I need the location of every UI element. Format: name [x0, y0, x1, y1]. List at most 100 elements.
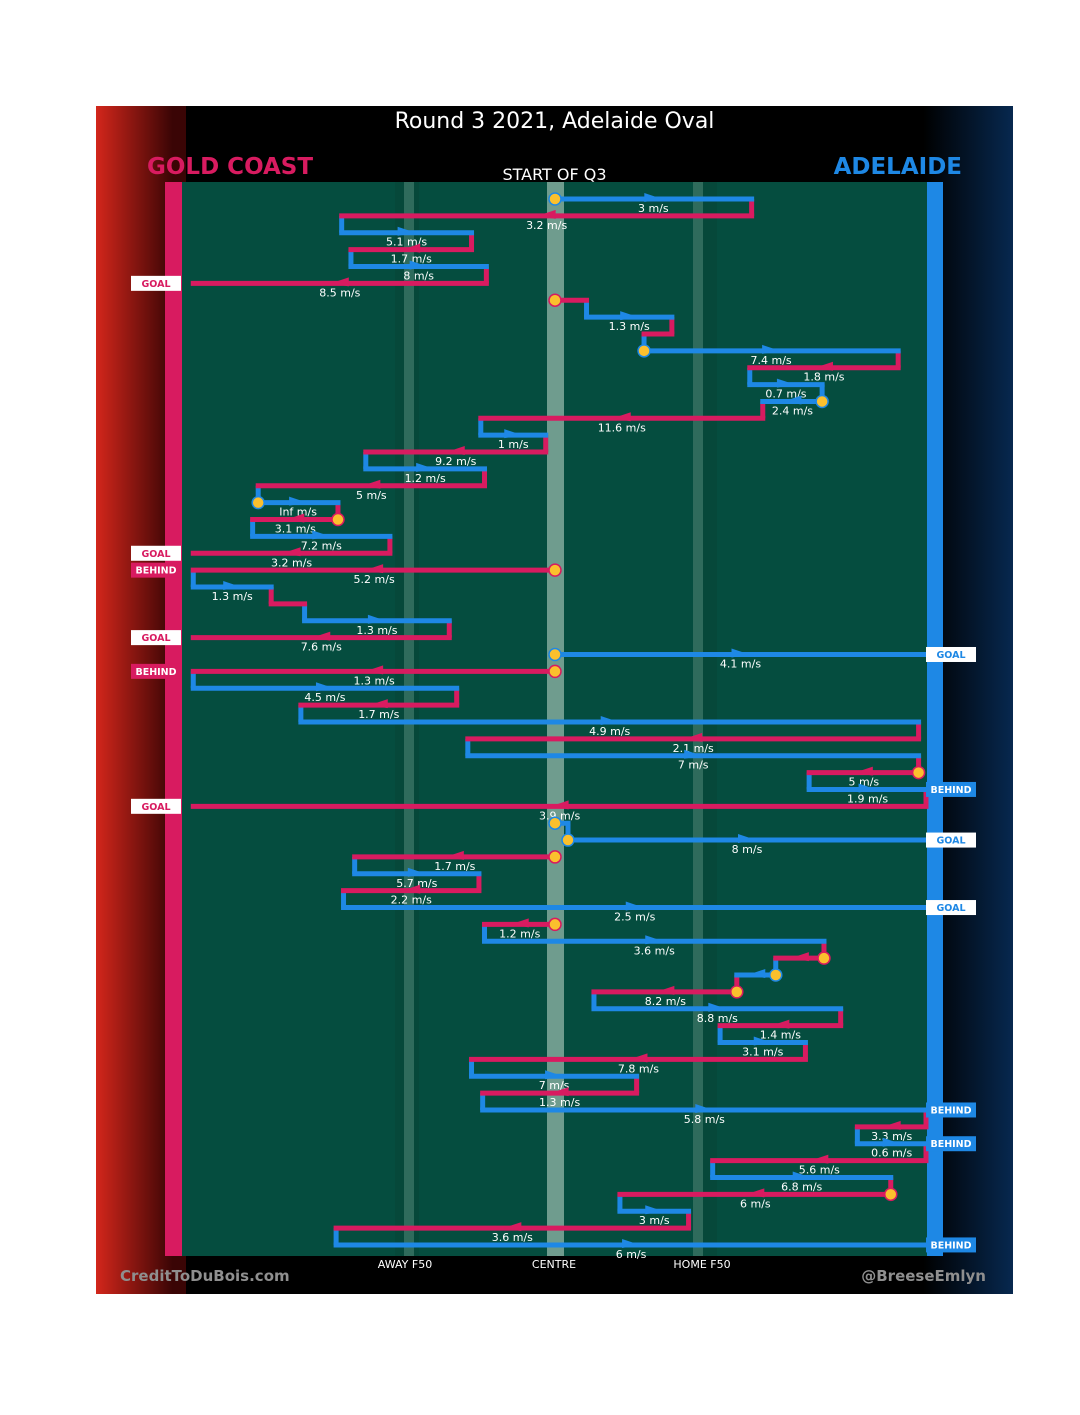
chain-57: 5.6 m/s: [710, 1154, 929, 1178]
adelaide-goal-line: [927, 182, 943, 1256]
chain-arrow: [612, 412, 631, 422]
chain-arrow: [402, 884, 421, 894]
chain-arrow: [737, 834, 756, 844]
chain-4: 8 m/s: [348, 260, 489, 284]
x-label-centre: CENTRE: [531, 1258, 577, 1271]
chain-arrow: [365, 665, 384, 675]
speed-label: 6.8 m/s: [781, 1180, 822, 1193]
chain-20: 7.2 m/s: [250, 530, 393, 554]
speed-label: 1.8 m/s: [803, 371, 844, 384]
speed-label: 5.8 m/s: [684, 1113, 725, 1126]
turnover-dot: [548, 192, 562, 206]
turnover-dot: [331, 512, 345, 527]
turnover-dot: [548, 647, 562, 662]
speed-label: 0.6 m/s: [871, 1147, 912, 1160]
score-badge: [926, 900, 976, 916]
chain-49: 1.4 m/s: [717, 1019, 844, 1043]
chain-arrow: [656, 985, 675, 995]
score-label: BEHIND: [930, 1240, 971, 1251]
chain-arrow: [367, 614, 386, 624]
chain-59: 6 m/s: [617, 1187, 898, 1212]
chain-arrow: [684, 749, 703, 759]
speed-label: 4.1 m/s: [720, 657, 761, 670]
chain-51: 7.8 m/s: [469, 1053, 808, 1077]
score-label: GOAL: [936, 836, 965, 847]
turnover-dot: [561, 833, 575, 847]
speed-label: 9.2 m/s: [435, 455, 476, 468]
speed-label: 3.6 m/s: [634, 944, 675, 957]
speed-label: 4.5 m/s: [304, 691, 345, 704]
speed-label: 3.9 m/s: [539, 809, 580, 822]
credit-left: CreditToDuBois.com: [120, 1267, 290, 1285]
chain-60: 3 m/s: [617, 1205, 692, 1229]
chain-46: [734, 968, 783, 992]
speed-label: 5.6 m/s: [799, 1164, 840, 1177]
turnover-dot: [730, 985, 744, 999]
chain-5: 8.5 m/s GOAL: [131, 275, 489, 299]
chain-50: 3.1 m/s: [717, 1036, 808, 1060]
speed-label: Inf m/s: [279, 506, 317, 519]
chain-arrow: [854, 766, 873, 776]
speed-label: 3.1 m/s: [742, 1046, 783, 1059]
chain-arrow: [771, 1019, 790, 1029]
chain-arrow: [882, 1137, 901, 1147]
chain-arrow: [503, 1222, 522, 1232]
speed-label: 2.5 m/s: [614, 911, 655, 924]
score-label: GOAL: [936, 903, 965, 914]
score-label: GOAL: [141, 279, 170, 290]
credit-right: @BreeseEmlyn: [861, 1267, 986, 1285]
turnover-dot: [637, 344, 651, 358]
chain-56: 0.6 m/s BEHIND: [854, 1136, 976, 1161]
speed-label: 3 m/s: [638, 202, 669, 215]
speed-label: 1.7 m/s: [391, 253, 432, 266]
centre-line: [547, 182, 564, 1256]
chain-24: [268, 601, 308, 621]
speed-label: 1.2 m/s: [405, 472, 446, 485]
chain-arrow: [282, 547, 301, 557]
chain-arrow: [882, 1120, 901, 1130]
speed-label: 7.2 m/s: [301, 539, 342, 552]
speed-label: 1.3 m/s: [354, 674, 395, 687]
chain-38: 8 m/s GOAL: [561, 832, 976, 856]
chain-26: 7.6 m/s GOAL: [131, 630, 452, 654]
turnover-dot: [548, 563, 562, 577]
score-badge: [131, 545, 181, 561]
speed-label: 3.2 m/s: [526, 219, 567, 232]
chain-arrow: [402, 243, 421, 253]
chain-54: 5.8 m/s BEHIND: [480, 1102, 976, 1127]
right-team-name: ADELAIDE: [833, 154, 962, 180]
score-badge: [131, 562, 181, 578]
speed-label: 1.4 m/s: [760, 1029, 801, 1042]
speed-label: 1.3 m/s: [539, 1096, 580, 1109]
chain-arrow: [747, 969, 766, 979]
speed-label: 6 m/s: [740, 1197, 771, 1210]
chart-frame: Round 3 2021, Adelaide Oval GOLD COAST A…: [96, 106, 1013, 1294]
speed-label: 7.8 m/s: [618, 1062, 659, 1075]
speed-label: 7.6 m/s: [301, 641, 342, 654]
speed-label: 5.2 m/s: [354, 573, 395, 586]
chain-21: 3.2 m/s GOAL: [131, 545, 393, 569]
chain-arrow: [312, 631, 331, 641]
chain-arrow: [622, 1238, 641, 1248]
chain-2: 5.1 m/s: [339, 226, 475, 250]
chain-arrow: [810, 1154, 829, 1164]
chain-18: Inf m/s: [251, 495, 341, 520]
chain-40: 5.7 m/s: [352, 867, 482, 891]
chain-29: 4.5 m/s: [190, 682, 460, 706]
chain-22: 5.2 m/s BEHIND: [131, 562, 562, 588]
chain-arrow: [858, 783, 877, 793]
speed-label: 1.7 m/s: [434, 860, 475, 873]
chain-arrow: [330, 277, 349, 287]
score-badge: [131, 275, 181, 291]
chain-arrow: [695, 1103, 714, 1113]
chain-11: 0.7 m/s: [747, 378, 825, 402]
speed-label: 1.2 m/s: [499, 927, 540, 940]
chain-arrow: [537, 209, 556, 219]
speed-label: 6 m/s: [616, 1248, 647, 1261]
speed-label: 3 m/s: [639, 1214, 670, 1227]
chain-41: 2.2 m/s: [341, 884, 482, 908]
chain-32: 2.1 m/s: [465, 732, 922, 756]
chain-arrow: [550, 800, 569, 810]
chain-arrow: [446, 446, 465, 456]
turnover-dot: [548, 850, 562, 864]
